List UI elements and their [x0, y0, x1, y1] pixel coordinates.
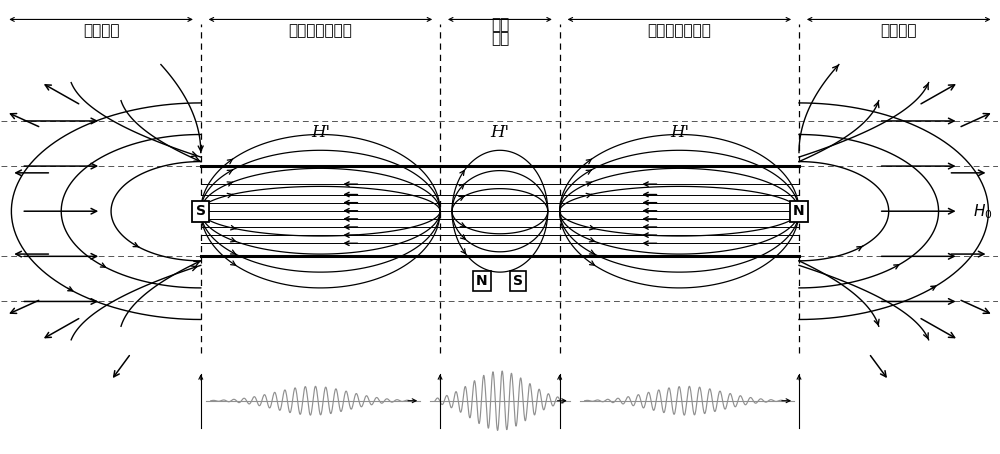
Text: N: N — [476, 274, 488, 288]
Text: 构件无缺陷区域: 构件无缺陷区域 — [288, 23, 352, 38]
Text: H': H' — [670, 124, 689, 141]
Text: 区域: 区域 — [491, 31, 509, 46]
Text: 构件端部: 构件端部 — [83, 23, 119, 38]
Text: S: S — [196, 204, 206, 218]
Text: N: N — [793, 204, 805, 218]
Text: 构件无缺陷区域: 构件无缺陷区域 — [647, 23, 711, 38]
Text: 构件端部: 构件端部 — [880, 23, 917, 38]
Text: H': H' — [311, 124, 330, 141]
Text: 缺陷: 缺陷 — [491, 17, 509, 32]
Text: H': H' — [490, 124, 509, 141]
Text: $H_0$: $H_0$ — [973, 202, 993, 221]
Text: S: S — [513, 274, 523, 288]
